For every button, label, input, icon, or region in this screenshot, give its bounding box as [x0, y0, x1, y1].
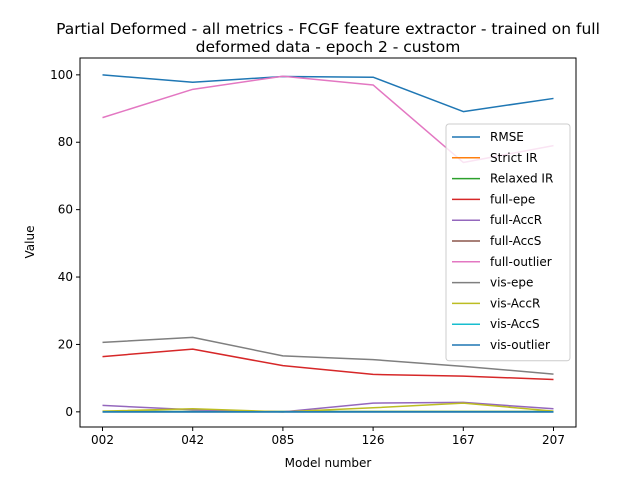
y-tick-label: 0 [65, 405, 73, 419]
legend-label: full-outlier [490, 255, 552, 269]
legend-label: vis-outlier [490, 338, 550, 352]
legend-item: Relaxed IR [452, 172, 553, 186]
legend-label: RMSE [490, 130, 524, 144]
series-line-full-epe [102, 348, 554, 381]
chart-title-line-2: deformed data - epoch 2 - custom [196, 38, 461, 56]
legend: RMSE Strict IR Relaxed IR full-epe full-AccR… [445, 123, 571, 362]
series-line-vis-epe [102, 336, 554, 375]
legend-label: full-epe [490, 192, 535, 206]
chart-title-line-1: Partial Deformed - all metrics - FCGF fe… [56, 20, 600, 38]
legend-label: full-AccR [490, 213, 542, 227]
y-tick-label: 100 [50, 68, 73, 82]
legend-item: full-AccS [452, 234, 541, 248]
legend-label: vis-epe [490, 276, 533, 290]
legend-item: vis-AccS [452, 317, 540, 331]
x-tick-label: 167 [452, 433, 475, 447]
plot-area-frame [79, 57, 577, 428]
chart-title: Partial Deformed - all metrics - FCGF fe… [56, 20, 600, 56]
y-tick-label: 40 [58, 270, 73, 284]
legend-item: full-AccR [452, 213, 542, 227]
legend-item: vis-AccR [452, 296, 540, 310]
series-lines [102, 74, 554, 413]
y-axis-label: Value [23, 226, 37, 259]
series-line-vis-accr [102, 402, 554, 413]
x-axis-label: Model number [285, 456, 372, 470]
legend-label: Strict IR [490, 151, 538, 165]
legend-label: vis-AccR [490, 296, 540, 310]
legend-item: full-epe [452, 192, 535, 206]
legend-label: full-AccS [490, 234, 541, 248]
x-tick-label: 207 [542, 433, 565, 447]
x-tick-label: 002 [91, 433, 114, 447]
y-tick-label: 80 [58, 135, 73, 149]
x-tick-label: 042 [181, 433, 204, 447]
y-tick-label: 60 [58, 203, 73, 217]
legend-item: Strict IR [452, 151, 538, 165]
legend-item: vis-outlier [452, 338, 550, 352]
x-tick-label: 085 [271, 433, 294, 447]
y-axis-ticks: 0 20 40 60 80 100 [50, 68, 80, 419]
legend-box [445, 123, 571, 362]
legend-label: vis-AccS [490, 317, 540, 331]
legend-item: RMSE [452, 130, 524, 144]
legend-label: Relaxed IR [490, 172, 553, 186]
y-tick-label: 20 [58, 337, 73, 351]
x-tick-label: 126 [362, 433, 385, 447]
legend-item: vis-epe [452, 276, 533, 290]
x-axis-ticks: 002 042 085 126 167 207 [91, 427, 565, 447]
series-line-rmse [102, 74, 554, 113]
legend-item: full-outlier [452, 255, 552, 269]
